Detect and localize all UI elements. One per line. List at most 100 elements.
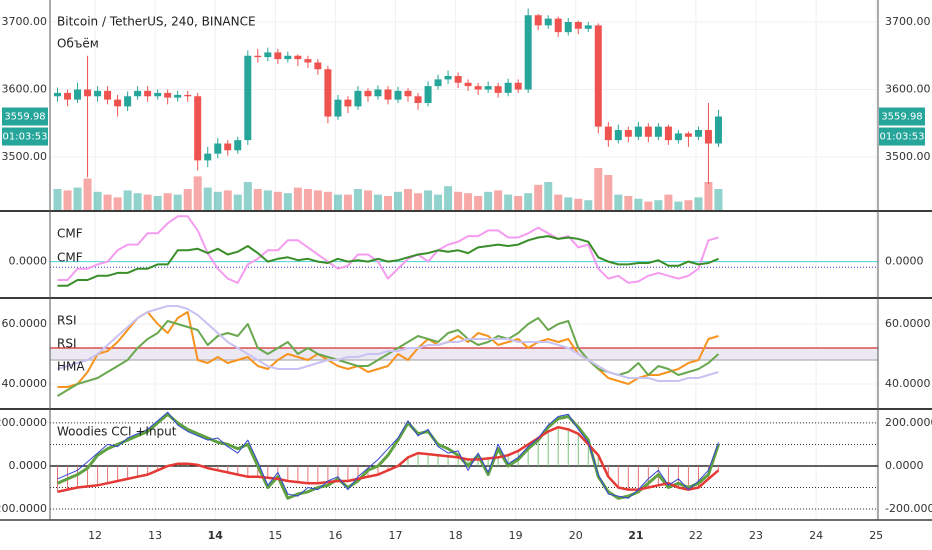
- volume-bar: [233, 194, 242, 210]
- x-tick-label: 13: [148, 529, 162, 542]
- candle-body: [354, 90, 362, 107]
- candle-body: [374, 89, 382, 97]
- x-tick-label: 25: [869, 529, 883, 542]
- series-line: [57, 411, 719, 499]
- volume-bar: [153, 196, 162, 210]
- volume-bar: [373, 194, 382, 210]
- y-tick-label-left: 40.0000: [2, 377, 48, 390]
- candle-body: [264, 52, 272, 58]
- volume-bar: [143, 194, 152, 210]
- candle-body: [84, 89, 92, 97]
- series-line: [57, 235, 719, 287]
- volume-bar: [604, 175, 613, 210]
- y-tick-label-left: 3700.00: [2, 15, 48, 28]
- countdown-badge: [2, 127, 48, 146]
- candle-body: [624, 130, 632, 137]
- candle-body: [234, 140, 242, 151]
- candle-body: [204, 153, 212, 161]
- candle-body: [334, 99, 342, 117]
- y-tick-label-left: 0.0000: [9, 459, 48, 472]
- series-line: [57, 311, 719, 388]
- series-line: [57, 215, 719, 284]
- countdown-label: 01:03:53: [880, 132, 925, 143]
- volume-bar: [584, 200, 593, 210]
- candle-body: [614, 130, 622, 141]
- x-tick-label: 12: [88, 529, 102, 542]
- volume-bar: [123, 190, 132, 210]
- volume-bar: [53, 189, 62, 210]
- chart-title: Bitcoin / TetherUS, 240, BINANCE: [57, 15, 256, 29]
- candle-body: [64, 92, 72, 100]
- x-tick-label: 21: [628, 529, 643, 542]
- candle-body: [564, 22, 572, 33]
- volume-bar: [183, 189, 192, 210]
- candle-body: [254, 55, 262, 58]
- y-tick-label-right: 3700.00: [885, 15, 931, 28]
- volume-bar: [504, 194, 513, 210]
- candle-body: [444, 76, 452, 80]
- candle-body: [594, 25, 602, 127]
- volume-bar: [323, 191, 332, 210]
- y-tick-label-right: 200.0000: [885, 416, 932, 429]
- volume-bar: [193, 176, 202, 210]
- y-tick-label-right: 3600.00: [885, 83, 931, 96]
- legend-entry: CMF: [57, 251, 83, 265]
- candle-body: [404, 90, 412, 97]
- volume-bar: [464, 193, 473, 210]
- volume-bar: [624, 196, 633, 210]
- candle-body: [94, 90, 102, 97]
- candle-body: [454, 76, 462, 83]
- volume-bar: [594, 168, 603, 210]
- volume-bar: [454, 191, 463, 210]
- y-tick-label-right: 3500.00: [885, 150, 931, 163]
- last-price-label: 3559.98: [4, 112, 45, 123]
- last-price-label: 3559.98: [881, 112, 922, 123]
- volume-bar: [83, 178, 92, 210]
- volume-bar: [243, 182, 252, 210]
- volume-bar: [223, 190, 232, 210]
- x-tick-label: 17: [389, 529, 403, 542]
- volume-bar: [163, 193, 172, 210]
- candle-body: [654, 126, 662, 137]
- candle-body: [174, 94, 182, 98]
- volume-bar: [514, 196, 523, 210]
- y-tick-label-left: 0.0000: [9, 255, 48, 268]
- volume-bar: [283, 193, 292, 210]
- candle-body: [514, 82, 522, 90]
- volume-bar: [343, 194, 352, 210]
- volume-bar: [434, 194, 443, 210]
- candle-body: [224, 143, 232, 151]
- candle-body: [294, 55, 302, 60]
- x-tick-label: 14: [208, 529, 224, 542]
- candle-body: [604, 126, 612, 141]
- volume-bar: [93, 191, 102, 210]
- y-tick-label-left: 3500.00: [2, 150, 48, 163]
- x-tick-label: 22: [689, 529, 703, 542]
- candle-body: [324, 69, 332, 117]
- volume-bar: [674, 201, 683, 210]
- candle-body: [74, 89, 82, 100]
- y-tick-label-left: -200.0000: [0, 502, 47, 515]
- volume-bar: [554, 194, 563, 210]
- candle-body: [244, 55, 252, 141]
- candle-body: [214, 143, 222, 154]
- volume-bar: [614, 194, 623, 210]
- candle-body: [694, 130, 702, 137]
- x-tick-label: 24: [809, 529, 823, 542]
- candle-body: [314, 62, 322, 70]
- candle-body: [104, 90, 112, 100]
- volume-bar: [333, 194, 342, 210]
- candle-body: [414, 96, 422, 104]
- candle-body: [364, 90, 372, 97]
- candle-body: [534, 15, 542, 26]
- volume-bar: [684, 200, 693, 210]
- volume-bar: [173, 194, 182, 210]
- y-tick-label-left: 60.0000: [2, 317, 48, 330]
- candle-body: [574, 22, 582, 29]
- y-tick-label-right: 0.0000: [885, 255, 924, 268]
- candle-body: [494, 86, 502, 93]
- volume-bar: [63, 190, 72, 210]
- candle-body: [284, 55, 292, 60]
